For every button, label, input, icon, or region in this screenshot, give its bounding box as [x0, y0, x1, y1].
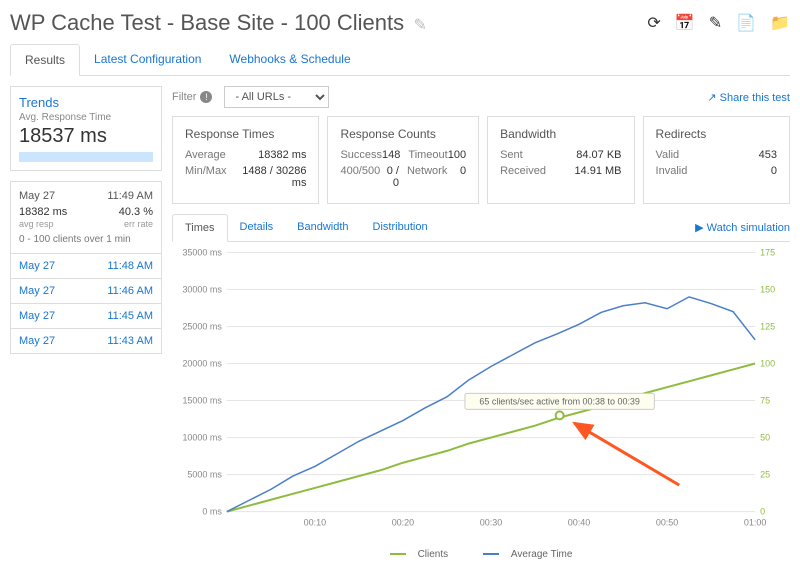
watch-simulation[interactable]: ▶ Watch simulation [695, 221, 790, 234]
ctab-distribution[interactable]: Distribution [361, 214, 440, 241]
run-resp-sub: avg resp [19, 219, 54, 229]
copy-icon[interactable]: 📄 [736, 13, 756, 33]
history-item[interactable]: May 2711:45 AM [10, 303, 162, 329]
svg-text:125: 125 [760, 321, 775, 331]
svg-text:00:50: 00:50 [656, 518, 678, 528]
svg-text:0 ms: 0 ms [202, 507, 222, 517]
svg-text:35000 ms: 35000 ms [182, 247, 222, 257]
svg-text:175: 175 [760, 247, 775, 257]
legend: Clients Average Time [172, 549, 790, 560]
filter-label: Filter [172, 91, 196, 103]
svg-text:50: 50 [760, 433, 770, 443]
run-clients: 0 - 100 clients over 1 min [19, 234, 153, 245]
page-title: WP Cache Test - Base Site - 100 Clients [10, 10, 404, 35]
svg-text:150: 150 [760, 284, 775, 294]
history-item[interactable]: May 2711:48 AM [10, 253, 162, 279]
ctab-details[interactable]: Details [228, 214, 286, 241]
ctab-times[interactable]: Times [172, 214, 228, 242]
svg-text:00:20: 00:20 [392, 518, 414, 528]
refresh-icon[interactable]: ⟳ [647, 13, 660, 33]
run-resp: 18382 ms [19, 206, 67, 218]
svg-text:00:40: 00:40 [568, 518, 590, 528]
card-rc-title: Response Counts [340, 127, 466, 141]
tab-webhooks[interactable]: Webhooks & Schedule [215, 44, 364, 75]
card-bandwidth: Bandwidth Sent84.07 KB Received14.91 MB [487, 116, 634, 204]
run-time: 11:49 AM [107, 190, 153, 202]
main-tabs: Results Latest Configuration Webhooks & … [10, 44, 790, 76]
card-bw-title: Bandwidth [500, 127, 621, 141]
svg-text:5000 ms: 5000 ms [187, 470, 222, 480]
svg-text:15000 ms: 15000 ms [182, 396, 222, 406]
card-response-times: Response Times Average18382 ms Min/Max14… [172, 116, 319, 204]
svg-text:01:00: 01:00 [744, 518, 766, 528]
trends-sub: Avg. Response Time [19, 112, 153, 123]
current-run: May 27 11:49 AM 18382 msavg resp 40.3 %er… [10, 181, 162, 254]
svg-text:65 clients/sec active from 00:: 65 clients/sec active from 00:38 to 00:3… [479, 396, 640, 406]
history-item[interactable]: May 2711:46 AM [10, 278, 162, 304]
card-rt-title: Response Times [185, 127, 306, 141]
svg-text:20000 ms: 20000 ms [182, 359, 222, 369]
history-item[interactable]: May 2711:43 AM [10, 328, 162, 354]
trends-title[interactable]: Trends [19, 95, 153, 110]
folder-icon[interactable]: 📁 [770, 13, 790, 33]
info-icon[interactable]: ! [200, 91, 212, 103]
trends-bar [19, 152, 153, 162]
svg-text:25: 25 [760, 470, 770, 480]
run-err: 40.3 % [119, 206, 153, 218]
share-link[interactable]: ↗ Share this test [707, 91, 790, 104]
svg-text:00:10: 00:10 [304, 518, 326, 528]
tab-config[interactable]: Latest Configuration [80, 44, 215, 75]
svg-text:30000 ms: 30000 ms [182, 284, 222, 294]
svg-text:00:30: 00:30 [480, 518, 502, 528]
card-rd-title: Redirects [656, 127, 777, 141]
run-date: May 27 [19, 190, 55, 202]
svg-text:100: 100 [760, 359, 775, 369]
calendar-icon[interactable]: 📅 [675, 13, 695, 33]
card-redirects: Redirects Valid453 Invalid0 [643, 116, 790, 204]
run-err-sub: err rate [124, 219, 153, 229]
ctab-bandwidth[interactable]: Bandwidth [285, 214, 360, 241]
trends-panel: Trends Avg. Response Time 18537 ms [10, 86, 162, 171]
chart: 0 ms5000 ms10000 ms15000 ms20000 ms25000… [172, 242, 790, 542]
svg-text:75: 75 [760, 396, 770, 406]
tab-results[interactable]: Results [10, 44, 80, 76]
svg-text:0: 0 [760, 507, 765, 517]
svg-text:25000 ms: 25000 ms [182, 321, 222, 331]
card-response-counts: Response Counts Success148Timeout100 400… [327, 116, 479, 204]
filter-select[interactable]: - All URLs - [224, 86, 329, 108]
edit-title-icon[interactable]: ✎ [414, 17, 427, 34]
trends-value: 18537 ms [19, 125, 153, 148]
edit-icon[interactable]: ✎ [709, 13, 722, 33]
svg-text:10000 ms: 10000 ms [182, 433, 222, 443]
